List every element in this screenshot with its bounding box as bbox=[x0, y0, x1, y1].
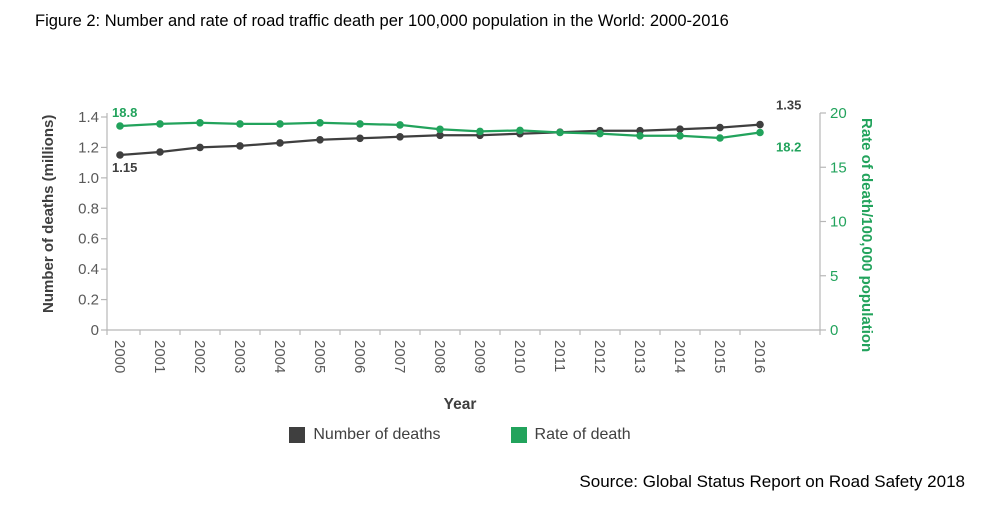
data-point bbox=[316, 119, 324, 127]
data-point bbox=[396, 121, 404, 129]
data-point bbox=[196, 119, 204, 127]
y-left-tick-label: 1.2 bbox=[78, 139, 99, 156]
data-point bbox=[436, 131, 444, 140]
x-tick-label: 2009 bbox=[471, 340, 488, 373]
y-left-tick-label: 0.2 bbox=[78, 292, 99, 309]
data-point bbox=[756, 128, 764, 137]
legend-swatch-number-of-deaths bbox=[289, 427, 306, 443]
y-left-tick-label: 0.4 bbox=[78, 261, 99, 278]
legend-item-rate-of-death: Rate of death bbox=[510, 426, 631, 444]
data-point bbox=[116, 151, 124, 159]
y-left-tick-label: 1.0 bbox=[78, 170, 99, 187]
x-tick-label: 2008 bbox=[431, 340, 448, 373]
right-axis-title: Rate of death/100,000 population bbox=[858, 117, 875, 353]
data-point bbox=[316, 136, 324, 144]
y-right-tick-label: 15 bbox=[830, 159, 847, 176]
y-right-tick-label: 20 bbox=[830, 105, 847, 122]
data-point bbox=[756, 120, 764, 129]
y-left-tick-label: 0.8 bbox=[78, 200, 99, 217]
x-tick-label: 2000 bbox=[111, 340, 128, 373]
legend-label-rate-of-death: Rate of death bbox=[534, 426, 631, 443]
y-right-tick-label: 0 bbox=[830, 322, 838, 339]
data-point bbox=[236, 120, 244, 128]
data-point bbox=[276, 120, 284, 128]
data-point bbox=[676, 132, 684, 140]
data-point bbox=[596, 129, 604, 138]
data-point bbox=[556, 128, 564, 137]
x-tick-label: 2002 bbox=[191, 340, 208, 373]
x-tick-label: 2001 bbox=[151, 340, 168, 373]
x-tick-label: 2012 bbox=[591, 340, 608, 373]
legend-swatch-rate-of-death bbox=[510, 427, 527, 443]
y-left-tick-label: 0.6 bbox=[78, 231, 99, 248]
data-point bbox=[476, 127, 484, 136]
data-point bbox=[436, 125, 444, 134]
data-point bbox=[196, 143, 204, 152]
x-tick-label: 2004 bbox=[271, 340, 288, 373]
data-point bbox=[276, 139, 284, 147]
x-tick-label: 2015 bbox=[711, 340, 728, 373]
x-axis-title: Year bbox=[443, 396, 477, 413]
left-axis-title: Number of deaths (millions) bbox=[40, 114, 57, 314]
data-point bbox=[396, 133, 404, 141]
x-tick-label: 2007 bbox=[391, 340, 408, 373]
x-tick-label: 2005 bbox=[311, 340, 328, 373]
x-tick-label: 2010 bbox=[511, 340, 528, 373]
x-tick-label: 2014 bbox=[671, 340, 688, 373]
x-tick-label: 2016 bbox=[751, 340, 768, 373]
data-point bbox=[356, 134, 364, 143]
x-tick-label: 2011 bbox=[551, 340, 568, 372]
figure-title: Figure 2: Number and rate of road traffi… bbox=[35, 12, 729, 30]
data-point bbox=[716, 134, 724, 142]
data-point bbox=[156, 120, 164, 128]
data-label: 1.15 bbox=[112, 160, 137, 175]
source-note: Source: Global Status Report on Road Saf… bbox=[579, 472, 965, 491]
data-point bbox=[636, 132, 644, 140]
data-point bbox=[676, 125, 684, 133]
x-tick-label: 2003 bbox=[231, 340, 248, 373]
legend: Number of deaths Rate of death bbox=[0, 426, 920, 444]
data-point bbox=[156, 148, 164, 156]
data-point bbox=[716, 123, 724, 132]
y-right-tick-label: 5 bbox=[830, 268, 838, 285]
x-tick-label: 2006 bbox=[351, 340, 368, 373]
data-label: 18.2 bbox=[776, 140, 801, 155]
x-tick-label: 2013 bbox=[631, 340, 648, 373]
data-point bbox=[236, 142, 244, 150]
data-point bbox=[116, 122, 124, 130]
legend-item-number-of-deaths: Number of deaths bbox=[289, 426, 441, 444]
y-left-tick-label: 1.4 bbox=[78, 109, 99, 126]
data-label: 18.8 bbox=[112, 105, 137, 120]
data-point bbox=[356, 120, 364, 128]
y-left-tick-label: 0 bbox=[91, 322, 99, 339]
legend-label-number-of-deaths: Number of deaths bbox=[313, 426, 441, 443]
y-right-tick-label: 10 bbox=[830, 214, 847, 231]
data-label: 1.35 bbox=[776, 98, 801, 113]
data-point bbox=[516, 126, 524, 135]
